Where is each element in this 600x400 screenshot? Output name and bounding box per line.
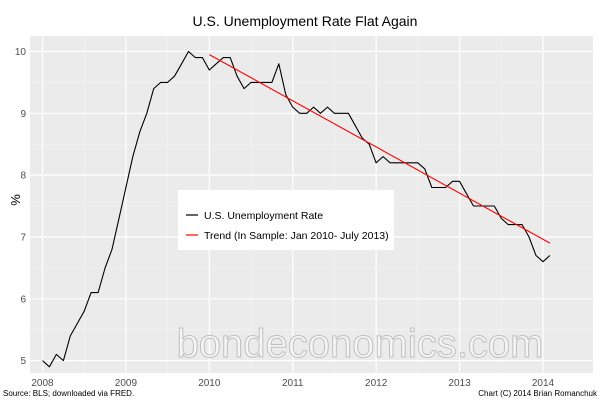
copyright-caption: Chart (C) 2014 Brian Romanchuk bbox=[478, 389, 598, 398]
unemployment-rate-line bbox=[42, 50, 551, 368]
chart-title: U.S. Unemployment Rate Flat Again bbox=[193, 13, 418, 29]
legend-label-unemployment: U.S. Unemployment Rate bbox=[204, 210, 323, 222]
watermark: bondeconomics.com bbox=[177, 322, 544, 366]
y-tick-label: 6 bbox=[20, 294, 26, 305]
x-tick-labels: 2008 2009 2010 2011 2012 2013 2014 bbox=[31, 378, 554, 389]
legend: U.S. Unemployment Rate Trend (In Sample:… bbox=[178, 190, 394, 250]
x-tick-label: 2014 bbox=[532, 378, 555, 389]
x-tick-label: 2010 bbox=[198, 378, 221, 389]
y-tick-labels: 5 6 7 8 9 10 bbox=[15, 47, 27, 367]
x-tick-label: 2011 bbox=[282, 378, 304, 389]
trend-line bbox=[209, 54, 551, 244]
y-tick-label: 10 bbox=[15, 47, 27, 58]
x-tick-label: 2013 bbox=[448, 378, 471, 389]
series-lines bbox=[42, 50, 551, 368]
y-tick-label: 9 bbox=[20, 109, 26, 120]
legend-box bbox=[178, 190, 394, 250]
y-axis-label: % bbox=[8, 194, 23, 206]
y-tick-label: 8 bbox=[20, 171, 26, 182]
legend-label-trend: Trend (In Sample: Jan 2010- July 2013) bbox=[204, 230, 389, 242]
y-tick-label: 7 bbox=[20, 232, 26, 243]
x-tick-label: 2008 bbox=[31, 378, 54, 389]
x-tick-label: 2012 bbox=[365, 378, 388, 389]
x-tick-label: 2009 bbox=[115, 378, 138, 389]
y-tick-label: 5 bbox=[20, 356, 26, 367]
source-caption: Source: BLS; downloaded via FRED. bbox=[3, 389, 134, 398]
